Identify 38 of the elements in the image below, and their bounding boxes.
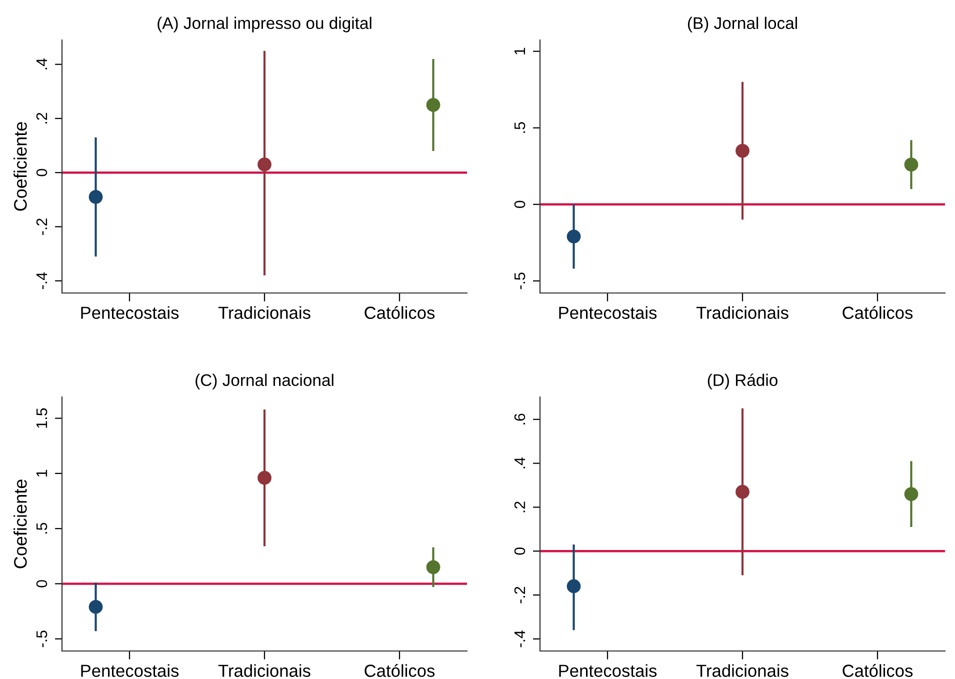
chart-title: (B) Jornal local	[688, 16, 797, 32]
y-tick-label: 1	[514, 48, 526, 54]
chart-title: (A) Jornal impresso ou digital	[158, 16, 372, 32]
y-tick-label: .2	[36, 112, 48, 124]
y-tick-label: 0	[514, 200, 526, 208]
y-tick-label: .4	[514, 457, 526, 468]
y-tick-label: 1	[36, 470, 48, 477]
y-tick-label: 0	[514, 547, 526, 555]
x-tick-label: Pentecostais	[559, 306, 657, 319]
x-tick-label: Pentecostais	[559, 664, 657, 677]
x-tick-label: Católicos	[364, 664, 435, 677]
chart-title: (D) Rádio	[708, 374, 778, 390]
y-tick-label: 1.5	[36, 408, 48, 428]
y-axis-title: Coeficiente	[14, 122, 27, 211]
chart-title: (C) Jornal nacional	[196, 374, 334, 390]
y-tick-label: .4	[36, 58, 48, 70]
y-tick-label: .5	[514, 122, 526, 133]
y-tick-label: -.2	[36, 218, 48, 235]
y-tick-label: 0	[36, 580, 48, 588]
x-tick-label: Católicos	[842, 306, 913, 319]
y-tick-label: .6	[514, 414, 526, 424]
x-tick-label: Tradicionais	[696, 664, 788, 677]
x-tick-label: Tradicionais	[218, 306, 310, 319]
x-tick-label: Tradicionais	[696, 306, 788, 319]
y-tick-label: -.2	[514, 586, 526, 604]
x-tick-label: Tradicionais	[218, 664, 310, 677]
y-tick-label: -.5	[514, 272, 526, 290]
x-tick-label: Católicos	[364, 306, 435, 319]
y-tick-label: -.5	[36, 630, 48, 648]
y-tick-label: 0	[36, 168, 48, 176]
x-tick-label: Católicos	[842, 664, 913, 677]
y-tick-label: -.4	[514, 630, 526, 648]
y-axis-title: Coeficiente	[14, 480, 27, 568]
y-tick-label: -.4	[36, 272, 48, 290]
y-tick-label: .2	[514, 502, 526, 512]
x-tick-label: Pentecostais	[81, 306, 179, 319]
x-tick-label: Pentecostais	[81, 664, 179, 677]
y-tick-label: .5	[36, 522, 48, 534]
